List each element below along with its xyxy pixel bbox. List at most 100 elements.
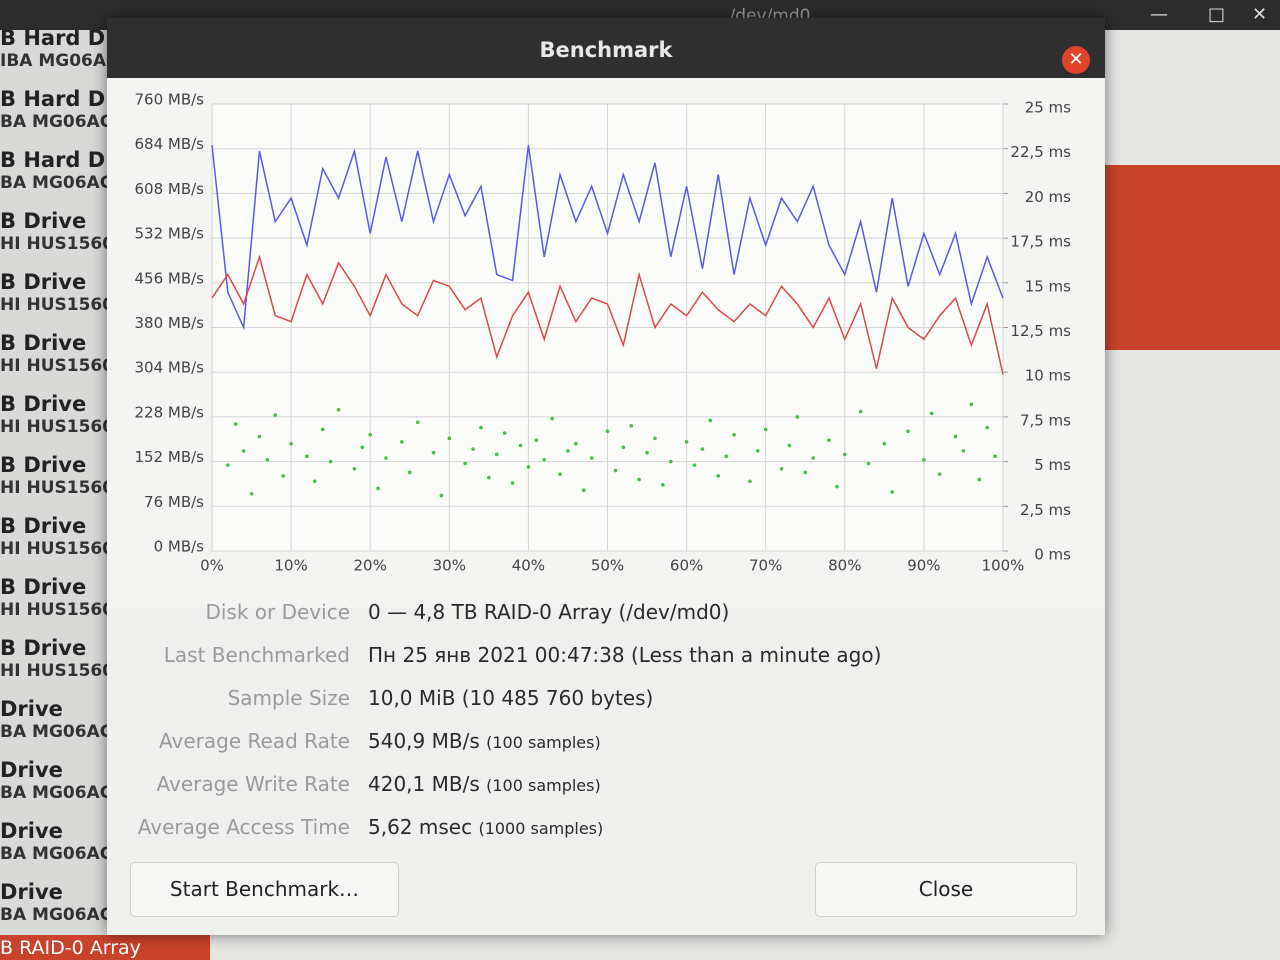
scatter-point [518,443,523,448]
scatter-point [937,472,942,476]
sidebar-item-name[interactable]: B Drive [0,392,87,416]
dialog-title: Benchmark [539,38,673,62]
y2-tick-label: 20 ms [1025,188,1071,206]
scatter-point [969,402,974,407]
row-value-text: 0 — 4,8 TB RAID-0 Array (/dev/md0) [368,600,730,624]
x-tick-label: 40% [512,557,545,575]
scatter-point [779,466,784,471]
x-tick-label: 10% [274,557,307,575]
sidebar-item-name[interactable]: Drive [0,697,63,721]
x-tick-label: 100% [982,557,1025,575]
line-series [211,145,1004,331]
scatter-point [479,425,483,430]
scatter-point [574,441,578,446]
scatter-point [668,459,673,464]
row-value: Пн 25 янв 2021 00:47:38 (Less than a min… [368,643,881,667]
scatter-point [328,459,333,464]
sidebar-item-name[interactable]: B Drive [0,514,87,538]
row-label: Disk or Device [205,600,350,624]
scatter-point [305,454,309,459]
sidebar-item-name[interactable]: Drive [0,819,63,843]
sidebar-item-name[interactable]: B Drive [0,331,87,355]
scatter-point [360,445,365,450]
sidebar-item-name[interactable]: B Drive [0,636,87,660]
sidebar-item-model: BA MG06AC [0,722,107,742]
scatter-point [534,438,539,442]
scatter-point [502,431,507,435]
y2-tick-label: 22,5 ms [1010,143,1071,161]
scatter-point [716,474,721,478]
sidebar-item-name[interactable]: Drive [0,758,63,782]
line-series [211,254,1004,375]
window-close-button[interactable]: ✕ [1252,4,1268,25]
y2-tick-label: 10 ms [1025,367,1071,385]
scatter-point [463,461,467,466]
close-button[interactable]: Close [815,862,1077,917]
minimize-button[interactable]: — [1150,4,1168,25]
scatter-point [724,454,728,459]
sidebar-item-name[interactable]: B Hard Disk [0,148,107,172]
y2-tick-label: 15 ms [1025,277,1071,295]
row-value-text: Пн 25 янв 2021 00:47:38 (Less than a min… [368,643,882,667]
x-tick-label: 70% [749,557,782,575]
benchmark-dialog: Benchmark ✕ 0 MB/s 76 MB/s 152 MB/s 228 MB/… [107,18,1105,935]
scatter-point [281,474,285,478]
y-tick-label: 684 MB/s [135,135,205,153]
y-tick-label: 304 MB/s [135,359,205,377]
y-tick-label: 760 MB/s [135,91,205,109]
sidebar-item-name[interactable]: B Hard Disk [0,87,107,111]
scatter-point [613,468,618,473]
scatter-point [645,450,649,455]
sidebar-item-model: BA MG06AC [0,173,107,193]
dialog-close-icon[interactable]: ✕ [1062,46,1090,74]
x-tick-label: 80% [828,557,861,575]
sidebar-item-name[interactable]: B Drive [0,575,87,599]
row-value-text: 5,62 msec [368,815,473,839]
scatter-point [320,427,325,432]
sidebar-item-name[interactable]: Drive [0,880,63,904]
scatter-point [763,427,768,432]
scatter-point [787,443,792,448]
scatter-point [977,477,982,482]
scatter-point [352,466,357,471]
row-value: 540,9 MB/s (100 samples) [368,729,601,753]
row-note: (100 samples) [486,776,601,795]
sidebar-item-name[interactable]: B Hard Disk [0,30,107,50]
sidebar-item-name[interactable]: B Drive [0,453,87,477]
scatter-point [700,447,705,451]
scatter-point [708,418,713,423]
sidebar-selected[interactable] [0,935,210,960]
scatter-point [233,422,238,426]
row-label: Sample Size [227,686,350,710]
y-tick-label: 0 MB/s [154,538,205,556]
x-tick-label: 60% [670,557,703,575]
scatter-point [376,486,380,491]
scatter-point [542,458,547,462]
sidebar-item-name[interactable]: B Drive [0,270,87,294]
scatter-point [961,449,966,453]
sidebar-item-model: HI HUS1560 [0,661,107,681]
scatter-point [550,416,554,421]
scatter-point [407,470,412,475]
scatter-point [558,472,562,476]
scatter-point [368,432,373,437]
scatter-point [629,424,634,428]
scatter-point [755,449,760,453]
scatter-point [226,463,230,467]
scatter-point [471,447,475,451]
scatter-point [313,479,317,484]
scatter-point [930,411,934,416]
y-tick-label: 76 MB/s [144,493,204,511]
sidebar-item-name[interactable]: B Drive [0,209,87,233]
y2-tick-label: 17,5 ms [1010,233,1071,251]
start-benchmark-button[interactable]: Start Benchmark… [130,862,399,917]
scatter-point [605,429,610,434]
scatter-point [439,493,444,498]
scatter-point [415,420,420,425]
y-tick-label: 228 MB/s [135,403,205,421]
maximize-button[interactable]: □ [1208,4,1226,25]
x-tick-label: 90% [907,557,940,575]
scatter-point [882,441,887,446]
